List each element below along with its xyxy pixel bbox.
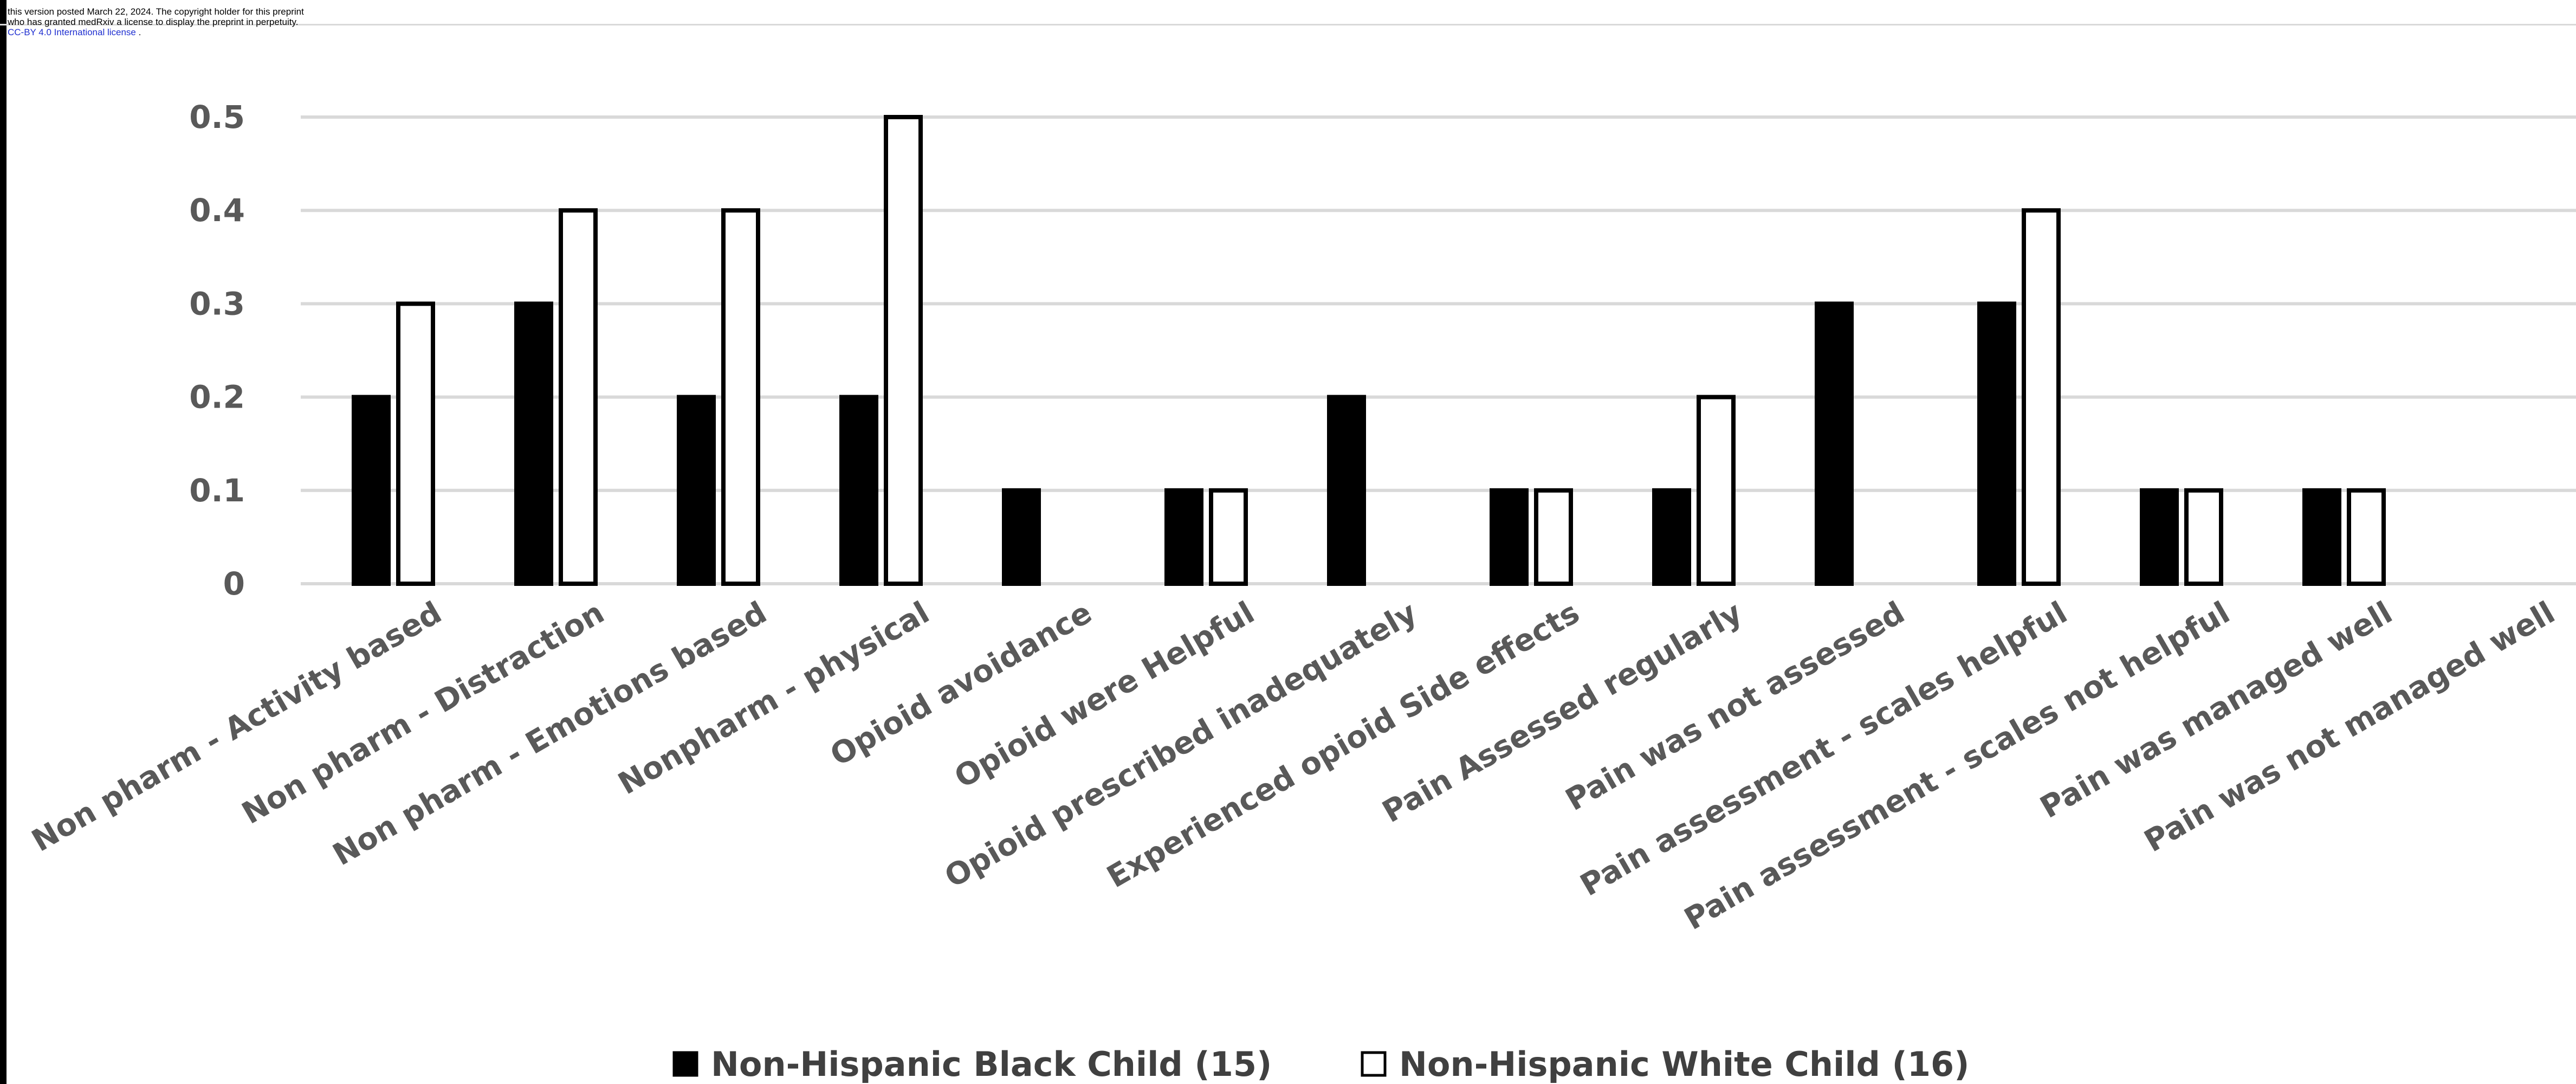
legend: Non-Hispanic Black Child (15) Non-Hispani… [672, 1044, 1969, 1084]
y-tick-label: 0.4 [189, 192, 245, 229]
bar-black-series [1815, 301, 1854, 586]
y-tick-label: 0.3 [189, 285, 245, 322]
bars [352, 115, 2386, 586]
bar-black-series [1327, 395, 1366, 586]
bar-white-series [721, 208, 760, 586]
x-category-label: Opioid were Helpful [949, 595, 1260, 796]
gridlines [301, 115, 2576, 585]
legend-swatch [1361, 1051, 1387, 1077]
bar-black-series [677, 395, 716, 586]
preprint-notice: this version posted March 22, 2024. The … [8, 7, 304, 37]
y-tick-label: 0.5 [189, 99, 245, 136]
top-divider [0, 24, 2576, 25]
bar-black-series [1490, 488, 1529, 586]
y-axis-ticks: 0 0.1 0.2 0.3 0.4 0.5 [189, 99, 245, 602]
legend-label: Non-Hispanic White Child (16) [1399, 1044, 1969, 1084]
notice-line-3-suffix: . [135, 27, 141, 37]
y-tick-label: 0.1 [189, 472, 245, 509]
y-tick-label: 0 [223, 565, 245, 602]
x-category-label: Nonpharm - physical [612, 595, 935, 802]
bar-white-series [396, 301, 435, 586]
bar-black-series [1002, 488, 1041, 586]
bar-black-series [2302, 488, 2341, 586]
bar-white-series [1697, 395, 1736, 586]
bar-white-series [2184, 488, 2223, 586]
bar-white-series [1534, 488, 1573, 586]
bar-white-series [2022, 208, 2061, 586]
notice-line-2: who has granted medRxiv a license to dis… [8, 17, 299, 27]
legend-swatch [672, 1051, 698, 1077]
bar-black-series [839, 395, 878, 586]
bar-white-series [2347, 488, 2386, 586]
bar-black-series [1652, 488, 1691, 586]
bar-white-series [1209, 488, 1248, 586]
notice-line-1: this version posted March 22, 2024. The … [8, 7, 304, 17]
bar-black-series [1164, 488, 1203, 586]
y-tick-label: 0.2 [189, 379, 245, 416]
left-edge-bar [0, 0, 7, 1084]
bar-black-series [352, 395, 391, 586]
license-link[interactable]: CC-BY 4.0 International license [8, 27, 136, 37]
notice-line-3: CC-BY 4.0 International license . [8, 27, 304, 37]
bar-white-series [559, 208, 598, 586]
bar-white-series [884, 115, 923, 586]
bar-black-series [1977, 301, 2016, 586]
x-category-label: Opioid avoidance [825, 595, 1098, 773]
bar-black-series [514, 301, 553, 586]
bar-black-series [2140, 488, 2179, 586]
legend-label: Non-Hispanic Black Child (15) [711, 1044, 1272, 1084]
